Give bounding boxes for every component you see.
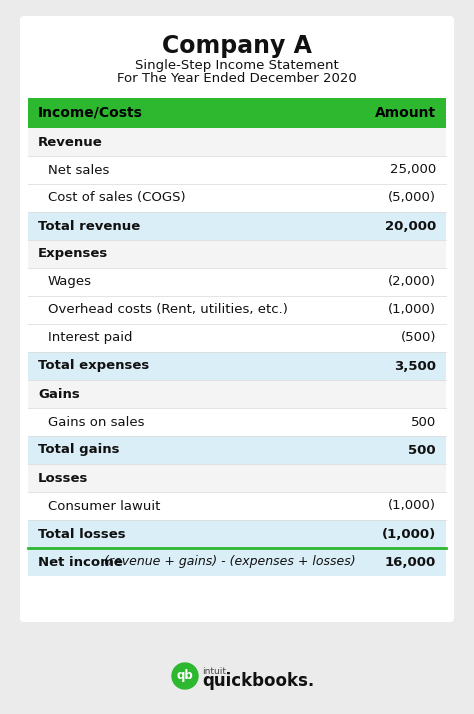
Text: (revenue + gains) - (expenses + losses): (revenue + gains) - (expenses + losses)	[100, 555, 356, 568]
Text: Gains: Gains	[38, 388, 80, 401]
Text: 16,000: 16,000	[385, 555, 436, 568]
Text: Expenses: Expenses	[38, 248, 108, 261]
Text: 500: 500	[411, 416, 436, 428]
Text: (2,000): (2,000)	[388, 276, 436, 288]
Bar	[28, 464, 446, 492]
Text: Gains on sales: Gains on sales	[48, 416, 145, 428]
Text: Amount: Amount	[375, 106, 436, 120]
Text: Net income: Net income	[38, 555, 123, 568]
Text: Total revenue: Total revenue	[38, 219, 140, 233]
Text: Overhead costs (Rent, utilities, etc.): Overhead costs (Rent, utilities, etc.)	[48, 303, 288, 316]
Text: intuit: intuit	[202, 666, 226, 675]
FancyBboxPatch shape	[20, 16, 454, 622]
Bar	[28, 548, 446, 576]
Text: Total gains: Total gains	[38, 443, 119, 456]
Text: (1,000): (1,000)	[382, 528, 436, 540]
Text: (1,000): (1,000)	[388, 303, 436, 316]
Bar	[28, 520, 446, 548]
Text: Total losses: Total losses	[38, 528, 126, 540]
Bar	[28, 296, 446, 324]
Bar	[28, 128, 446, 156]
Bar	[28, 184, 446, 212]
Text: Consumer lawuit: Consumer lawuit	[48, 500, 160, 513]
Text: quickbooks.: quickbooks.	[202, 672, 314, 690]
Text: 20,000: 20,000	[385, 219, 436, 233]
Bar	[28, 352, 446, 380]
Bar	[28, 408, 446, 436]
Text: 3,500: 3,500	[394, 360, 436, 373]
Bar	[28, 156, 446, 184]
Text: (1,000): (1,000)	[388, 500, 436, 513]
Bar	[28, 240, 446, 268]
Circle shape	[172, 663, 198, 689]
Bar	[28, 212, 446, 240]
Bar	[28, 324, 446, 352]
Text: Wages: Wages	[48, 276, 92, 288]
Text: (500): (500)	[401, 331, 436, 344]
Text: For The Year Ended December 2020: For The Year Ended December 2020	[117, 73, 357, 86]
Bar	[28, 98, 446, 128]
Text: Company A: Company A	[162, 34, 312, 58]
Bar	[28, 268, 446, 296]
Text: (5,000): (5,000)	[388, 191, 436, 204]
Bar	[28, 492, 446, 520]
Text: Total expenses: Total expenses	[38, 360, 149, 373]
Bar	[28, 436, 446, 464]
Text: 25,000: 25,000	[390, 164, 436, 176]
Text: qb: qb	[177, 670, 193, 683]
Text: Revenue: Revenue	[38, 136, 103, 149]
Text: Interest paid: Interest paid	[48, 331, 133, 344]
Text: Single-Step Income Statement: Single-Step Income Statement	[135, 59, 339, 71]
Text: Losses: Losses	[38, 471, 88, 485]
Bar	[28, 380, 446, 408]
Text: Income/Costs: Income/Costs	[38, 106, 143, 120]
Text: Net sales: Net sales	[48, 164, 109, 176]
Text: Cost of sales (COGS): Cost of sales (COGS)	[48, 191, 186, 204]
Text: 500: 500	[409, 443, 436, 456]
